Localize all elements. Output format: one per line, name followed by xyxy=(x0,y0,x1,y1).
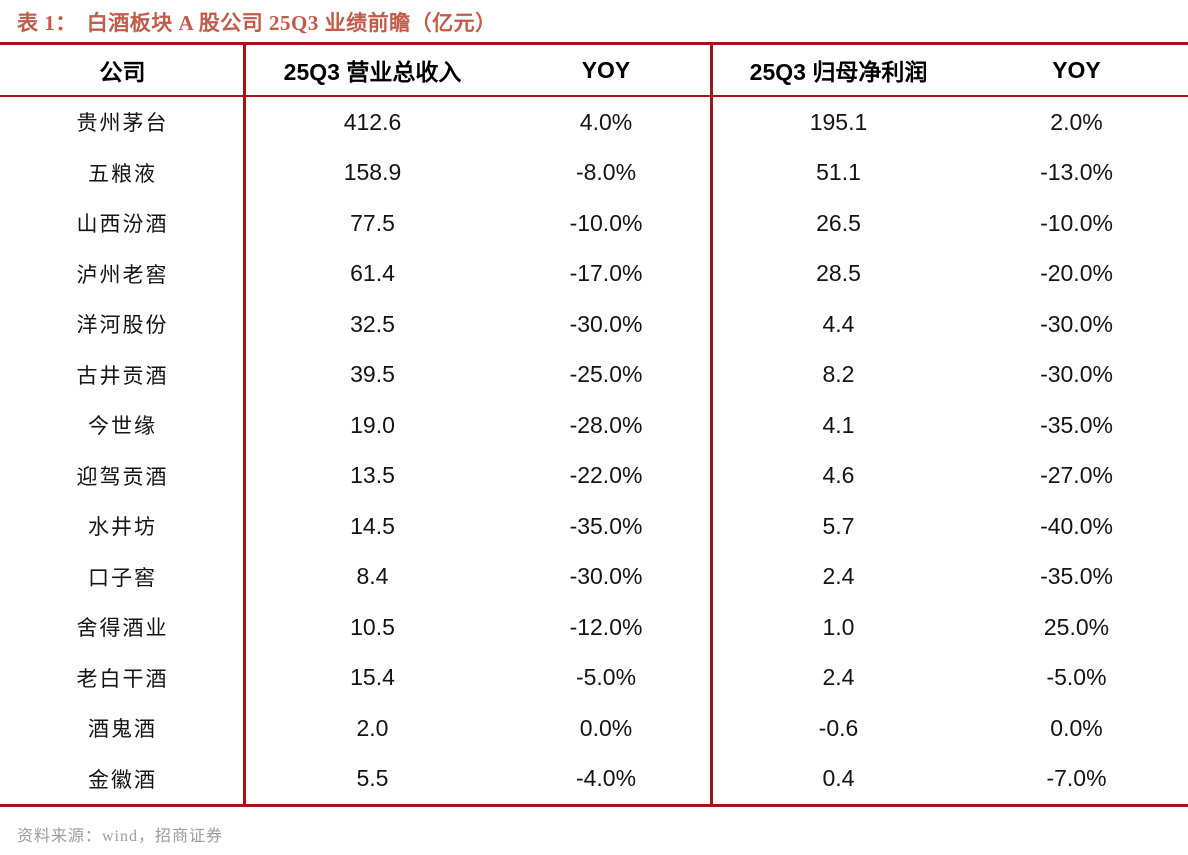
earnings-table: 公司 25Q3 营业总收入 YOY 25Q3 归母净利润 YOY 贵州茅台 412… xyxy=(0,42,1188,807)
caption-title: 白酒板块 A 股公司 25Q3 业绩前瞻（亿元） xyxy=(86,11,497,35)
company-name: 水井坊 xyxy=(88,515,157,540)
table-row: 洋河股份 32.5 -30.0% 4.4 -30.0% xyxy=(0,299,1188,350)
table-row: 水井坊 14.5 -35.0% 5.7 -40.0% xyxy=(0,501,1188,552)
value-cell: -10.0% xyxy=(569,209,643,236)
table-row: 口子窖 8.4 -30.0% 2.4 -35.0% xyxy=(0,552,1188,603)
value-cell: 77.5 xyxy=(350,209,395,236)
company-name: 迎驾贡酒 xyxy=(76,464,169,489)
value-cell: 10.5 xyxy=(350,613,395,640)
value-cell: 412.6 xyxy=(343,108,402,135)
value-cell: -30.0% xyxy=(1040,361,1113,388)
value-cell: 4.1 xyxy=(822,411,855,438)
company-name: 舍得酒业 xyxy=(76,616,169,641)
value-cell: -35.0% xyxy=(1040,411,1113,438)
value-cell: 61.4 xyxy=(350,260,395,287)
value-cell: 8.2 xyxy=(822,361,855,388)
value-cell: -4.0% xyxy=(575,765,637,792)
company-name: 今世缘 xyxy=(88,414,157,439)
value-cell: -0.6 xyxy=(818,714,859,741)
value-cell: -30.0% xyxy=(569,310,643,337)
company-name: 酒鬼酒 xyxy=(88,717,157,742)
value-cell: 39.5 xyxy=(350,361,395,388)
value-cell: 5.7 xyxy=(822,512,855,539)
company-name: 古井贡酒 xyxy=(76,363,169,388)
value-cell: 0.0% xyxy=(1050,714,1103,741)
value-cell: -12.0% xyxy=(569,613,643,640)
value-cell: 0.4 xyxy=(822,765,855,792)
value-cell: -13.0% xyxy=(1040,159,1113,186)
value-cell: -28.0% xyxy=(569,411,643,438)
company-name: 口子窖 xyxy=(88,565,157,590)
table-row: 今世缘 19.0 -28.0% 4.1 -35.0% xyxy=(0,400,1188,451)
company-name: 金徽酒 xyxy=(88,767,157,792)
value-cell: 19.0 xyxy=(350,411,395,438)
value-cell: -27.0% xyxy=(1040,462,1113,489)
table-row: 泸州老窖 61.4 -17.0% 28.5 -20.0% xyxy=(0,249,1188,300)
value-cell: 5.5 xyxy=(356,765,389,792)
value-cell: -40.0% xyxy=(1040,512,1113,539)
value-cell: 25.0% xyxy=(1043,613,1110,640)
value-cell: 1.0 xyxy=(822,613,855,640)
table-body: 贵州茅台 412.6 4.0% 195.1 2.0% 五粮液 158.9 -8.0% 51.1 -… xyxy=(0,97,1188,804)
column-header-company: 公司 xyxy=(99,59,146,85)
value-cell: 4.6 xyxy=(822,462,855,489)
table-row: 酒鬼酒 2.0 0.0% -0.6 0.0% xyxy=(0,703,1188,754)
table-divider-vertical-2 xyxy=(710,45,713,804)
value-cell: 32.5 xyxy=(350,310,395,337)
company-name: 五粮液 xyxy=(88,161,157,186)
value-cell: 15.4 xyxy=(350,664,395,691)
value-cell: 8.4 xyxy=(356,563,389,590)
company-name: 老白干酒 xyxy=(76,666,169,691)
company-name: 山西汾酒 xyxy=(76,212,169,237)
value-cell: -25.0% xyxy=(569,361,643,388)
value-cell: -7.0% xyxy=(1046,765,1107,792)
value-cell: 2.4 xyxy=(822,563,855,590)
table-row: 贵州茅台 412.6 4.0% 195.1 2.0% xyxy=(0,97,1188,148)
table-row: 五粮液 158.9 -8.0% 51.1 -13.0% xyxy=(0,148,1188,199)
value-cell: 14.5 xyxy=(350,512,395,539)
value-cell: 13.5 xyxy=(350,462,395,489)
value-cell: -5.0% xyxy=(1046,664,1107,691)
value-cell: -22.0% xyxy=(569,462,643,489)
value-cell: 4.4 xyxy=(822,310,855,337)
column-header-revenue: 25Q3 营业总收入 xyxy=(283,59,462,85)
value-cell: 2.0% xyxy=(1050,108,1103,135)
column-header-revenue-yoy: YOY xyxy=(581,56,631,83)
value-cell: -30.0% xyxy=(569,563,643,590)
value-cell: -20.0% xyxy=(1040,260,1113,287)
value-cell: -10.0% xyxy=(1040,209,1113,236)
value-cell: -5.0% xyxy=(575,664,637,691)
value-cell: 28.5 xyxy=(816,260,861,287)
caption-label: 表 1： xyxy=(17,11,77,35)
table-row: 山西汾酒 77.5 -10.0% 26.5 -10.0% xyxy=(0,198,1188,249)
value-cell: 26.5 xyxy=(816,209,861,236)
value-cell: 0.0% xyxy=(579,714,633,741)
company-name: 洋河股份 xyxy=(76,313,169,338)
value-cell: -17.0% xyxy=(569,260,643,287)
table-header-row: 公司 25Q3 营业总收入 YOY 25Q3 归母净利润 YOY xyxy=(0,45,1188,97)
table-row: 老白干酒 15.4 -5.0% 2.4 -5.0% xyxy=(0,653,1188,704)
table-row: 迎驾贡酒 13.5 -22.0% 4.6 -27.0% xyxy=(0,451,1188,502)
value-cell: 158.9 xyxy=(343,159,402,186)
value-cell: 2.4 xyxy=(822,664,855,691)
value-cell: 195.1 xyxy=(809,108,868,135)
company-name: 贵州茅台 xyxy=(76,111,169,136)
value-cell: -30.0% xyxy=(1040,310,1113,337)
value-cell: -35.0% xyxy=(569,512,643,539)
table-row: 舍得酒业 10.5 -12.0% 1.0 25.0% xyxy=(0,602,1188,653)
value-cell: 4.0% xyxy=(579,108,633,135)
column-header-profit: 25Q3 归母净利润 xyxy=(749,59,928,85)
value-cell: -8.0% xyxy=(575,159,637,186)
table-row: 金徽酒 5.5 -4.0% 0.4 -7.0% xyxy=(0,754,1188,805)
table-row: 古井贡酒 39.5 -25.0% 8.2 -30.0% xyxy=(0,350,1188,401)
table-caption: 表 1： 白酒板块 A 股公司 25Q3 业绩前瞻（亿元） xyxy=(17,7,497,37)
value-cell: 2.0 xyxy=(356,714,389,741)
value-cell: -35.0% xyxy=(1040,563,1113,590)
company-name: 泸州老窖 xyxy=(76,262,169,287)
source-note: 资料来源：wind，招商证券 xyxy=(17,828,224,845)
value-cell: 51.1 xyxy=(816,159,861,186)
column-header-profit-yoy: YOY xyxy=(1052,56,1101,83)
table-divider-vertical-1 xyxy=(243,45,246,804)
